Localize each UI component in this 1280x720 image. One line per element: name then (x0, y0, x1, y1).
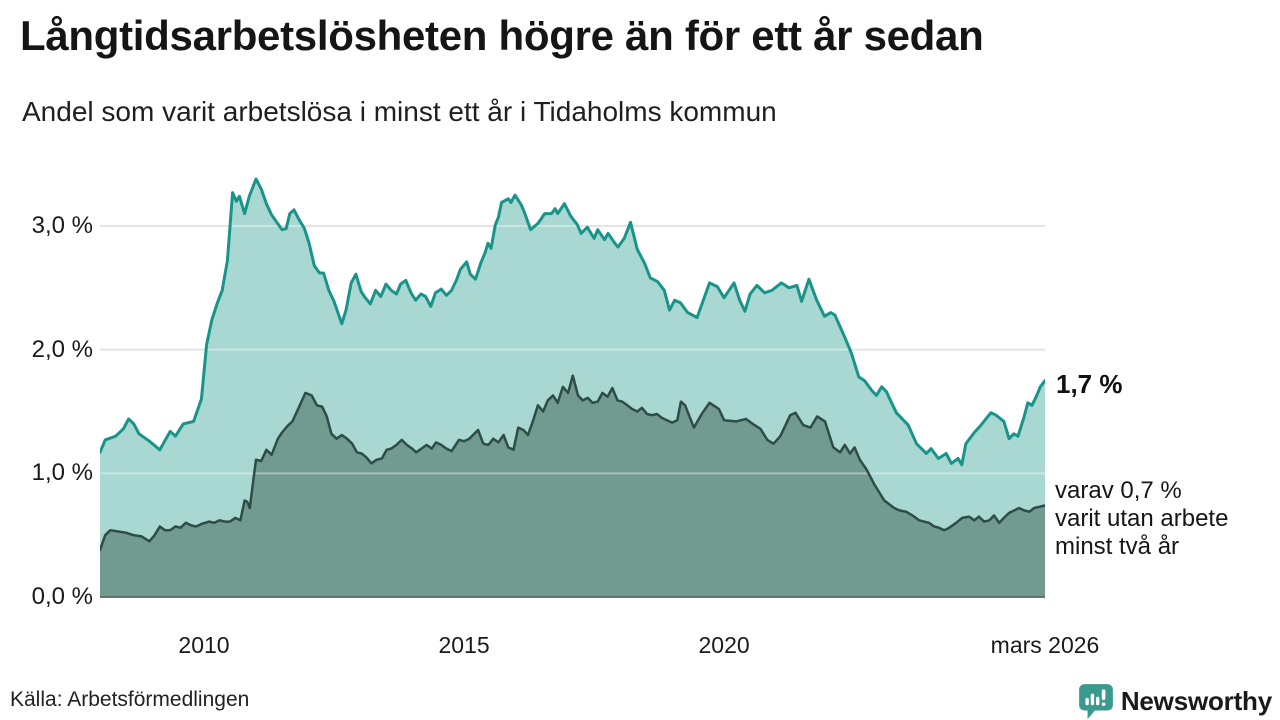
y-tick-label: 1,0 % (31, 459, 93, 487)
page-title: Långtidsarbetslösheten högre än för ett … (20, 12, 984, 59)
y-tick-label: 2,0 % (31, 335, 93, 363)
brand-name: Newsworthy (1120, 685, 1272, 716)
y-tick-label: 0,0 % (31, 583, 93, 610)
brand-logo: Newsworthy (1077, 682, 1272, 720)
source-credit: Källa: Arbetsförmedlingen (10, 688, 250, 711)
series-line-2 (100, 374, 1045, 552)
series-area-2 (100, 375, 1045, 597)
x-tick-label: 2020 (698, 632, 750, 658)
end-value-label-two-years-line2: varit utan arbete (1055, 505, 1229, 532)
x-tick-label: 2010 (178, 632, 230, 658)
series-line-1 (100, 177, 1045, 467)
end-value-label-two-years-line1: varav 0,7 % (1055, 477, 1182, 504)
speech-bubble-bar-chart-icon (1078, 684, 1113, 719)
x-tick-label: 2015 (438, 632, 490, 658)
end-value-label-one-year: 1,7 % (1056, 369, 1123, 399)
end-value-label-two-years-line3: minst två år (1055, 533, 1180, 560)
y-tick-label: 3,0 % (31, 211, 93, 239)
end-value-label-two-years: varav 0,7 % varit utan arbete minst två … (1055, 477, 1228, 561)
page-subtitle: Andel som varit arbetslösa i minst ett å… (22, 96, 777, 127)
x-tick-label: mars 2026 (990, 632, 1100, 658)
